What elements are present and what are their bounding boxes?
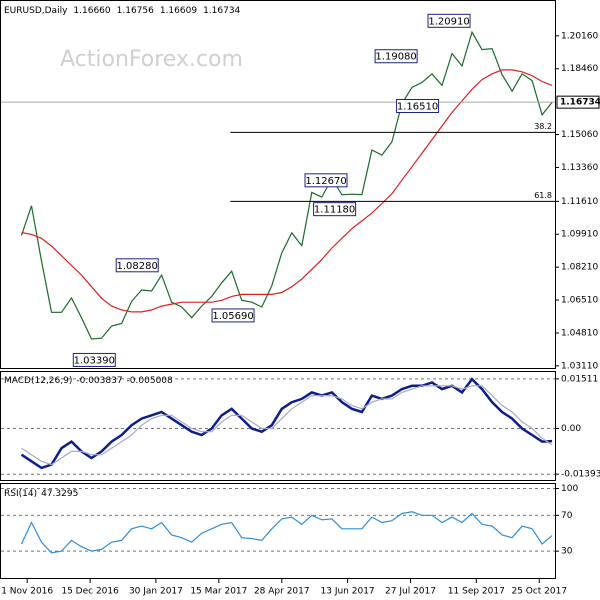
header-value: 47.3295 xyxy=(41,489,78,499)
panel-title: EURUSD,Daily 1.16660 1.16756 1.16609 1.16734 xyxy=(4,6,241,16)
price-label: 1.03390 xyxy=(74,355,115,366)
price-label-box xyxy=(304,173,348,188)
price-label: 1.12670 xyxy=(305,176,346,187)
header-value: -0.005008 xyxy=(127,376,173,386)
header-value: 1.16756 xyxy=(117,6,154,16)
y-tick-label: 1.13360 xyxy=(561,163,598,173)
header-value: EURUSD,Daily xyxy=(4,6,68,16)
header-value: 1.16609 xyxy=(160,6,197,16)
price-label: 1.19080 xyxy=(375,52,416,63)
header-value: RSI(14) xyxy=(4,489,37,499)
header-value: 1.16734 xyxy=(203,6,240,16)
current-price-box xyxy=(556,95,600,109)
y-tick-label: 1.04810 xyxy=(561,328,598,338)
y-tick-label: 1.08210 xyxy=(561,263,598,273)
panel-title: RSI(14) 47.3295 xyxy=(4,489,78,499)
x-tick-label: 25 Oct 2017 xyxy=(511,587,567,597)
series-line xyxy=(21,69,553,313)
price-label: 1.08280 xyxy=(117,261,158,272)
price-panel xyxy=(0,0,556,369)
price-label-box xyxy=(72,352,116,367)
header-value: -0.003837 xyxy=(76,376,122,386)
y-tick-label: 0.01511 xyxy=(561,374,598,384)
x-tick-label: 11 Sep 2017 xyxy=(448,587,505,597)
watermark: ActionForex.com xyxy=(60,47,243,72)
x-tick-label: 27 Jul 2017 xyxy=(385,587,436,597)
price-label: 1.20910 xyxy=(428,16,469,27)
rsi-panel xyxy=(0,483,556,579)
y-tick-label: 1.11610 xyxy=(561,197,598,207)
x-tick-label: 30 Jan 2017 xyxy=(129,587,183,597)
panel-title: MACD(12,26,9) -0.003837 -0.005008 xyxy=(4,376,173,386)
fib-label: 61.8 xyxy=(534,191,552,200)
fib-label: 38.2 xyxy=(534,122,552,131)
header-value: 1.16660 xyxy=(73,6,110,16)
x-tick-label: 28 Apr 2017 xyxy=(254,587,310,597)
series-line xyxy=(20,511,553,554)
y-tick-label: 1.06510 xyxy=(561,296,598,306)
price-label-box xyxy=(396,98,440,113)
y-tick-label: 1.18460 xyxy=(561,64,598,74)
y-tick-label: -0.01393 xyxy=(561,470,600,480)
price-label-box xyxy=(115,258,159,273)
y-tick-label: 1.09910 xyxy=(561,230,598,240)
price-label: 1.05690 xyxy=(212,311,253,322)
x-tick-label: 1 Nov 2016 xyxy=(1,587,53,597)
price-label: 1.16510 xyxy=(397,101,438,112)
price-label: 1.11180 xyxy=(314,205,355,216)
y-tick-label: 0.00 xyxy=(561,424,581,434)
macd-panel xyxy=(0,371,556,481)
series-line xyxy=(20,377,553,470)
x-tick-label: 15 Mar 2017 xyxy=(190,587,247,597)
y-tick-label: 100 xyxy=(561,484,578,494)
y-tick-label: 1.15060 xyxy=(561,130,598,140)
header-value: MACD(12,26,9) xyxy=(4,376,72,386)
x-tick-label: 13 Jun 2017 xyxy=(321,587,375,597)
y-tick-label: 70 xyxy=(561,511,573,521)
price-label-box xyxy=(427,13,471,28)
price-label-box xyxy=(211,308,255,323)
y-tick-label: 1.03110 xyxy=(561,361,598,371)
current-price-label: 1.16734 xyxy=(560,98,600,108)
price-label-box xyxy=(313,202,357,217)
price-label-box xyxy=(374,49,418,64)
series-line xyxy=(21,385,553,466)
y-tick-label: 1.20160 xyxy=(561,31,598,41)
y-tick-label: 30 xyxy=(561,547,573,557)
series-line xyxy=(20,30,553,340)
x-tick-label: 15 Dec 2016 xyxy=(61,587,119,597)
